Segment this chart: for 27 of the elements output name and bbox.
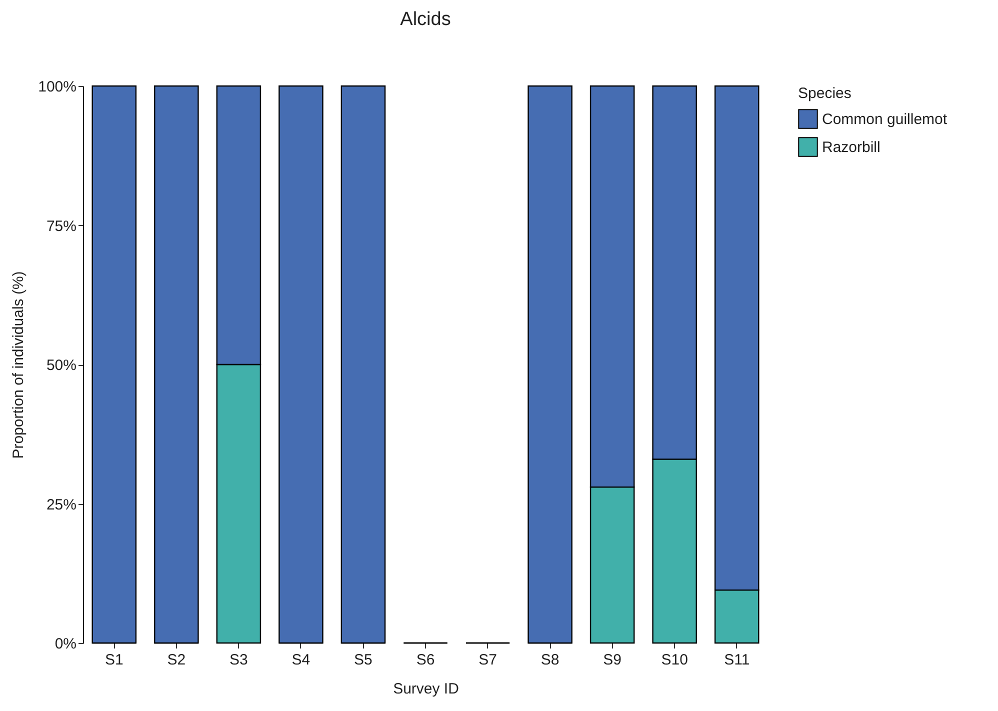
y-tick-label: 75% — [46, 218, 76, 235]
x-tick-label: S6 — [416, 652, 435, 668]
x-tick-label: S10 — [661, 652, 688, 668]
x-tick-label: S9 — [603, 652, 622, 668]
bar — [92, 85, 137, 644]
bar — [340, 85, 386, 644]
x-tick-label: S4 — [292, 652, 310, 668]
x-tick-label: S11 — [724, 652, 750, 668]
y-axis-title: Proportion of individuals (%) — [10, 271, 28, 459]
x-axis-title: Survey ID — [393, 680, 460, 698]
x-tick-label: S8 — [540, 652, 560, 668]
y-tick-label: 50% — [46, 357, 76, 374]
x-tick-label: S3 — [230, 652, 248, 668]
x-tick-label: S7 — [478, 652, 497, 668]
y-tick-label: 100% — [38, 78, 76, 96]
chart-title: Alcids — [400, 9, 451, 30]
x-tick-label: S5 — [354, 652, 372, 668]
bar — [154, 85, 199, 644]
y-tick-label: 25% — [46, 496, 76, 514]
bar — [278, 85, 324, 644]
x-tick-label: S1 — [104, 652, 124, 668]
bar — [528, 85, 572, 644]
legend-label: Common guillemot — [822, 111, 948, 128]
x-tick-label: S2 — [167, 652, 186, 668]
y-tick-label: 0% — [54, 636, 76, 652]
legend-label: Razorbill — [822, 139, 880, 156]
legend-title: Species — [798, 85, 852, 102]
